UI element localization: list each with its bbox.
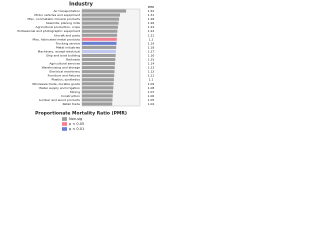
- category-label: Misc. nonmetallic mineral products: [27, 17, 80, 21]
- category-label: Sawmills, planing mills: [46, 21, 81, 25]
- bar: [82, 21, 119, 25]
- value-label: 1.21: [148, 33, 155, 37]
- bar: [82, 49, 116, 53]
- bar: [82, 45, 117, 49]
- category-label: Trucking service: [55, 41, 80, 45]
- category-label: Lumber and wood products: [39, 98, 80, 102]
- bar: [82, 70, 115, 74]
- value-label: 1.2: [149, 37, 154, 41]
- value-label: 1.07: [148, 90, 155, 94]
- category-label: Mining: [70, 90, 80, 94]
- category-label: Aircraft and parts: [54, 33, 81, 37]
- category-label: Electrical machinery: [49, 70, 80, 74]
- category-label: Furniture and fixtures: [48, 74, 81, 78]
- value-label: 1.12: [148, 70, 155, 74]
- value-label: 1.05: [148, 98, 155, 102]
- category-label: Construction: [61, 94, 80, 98]
- value-label: 1.19: [148, 41, 155, 45]
- bar: [82, 29, 118, 33]
- category-label: Air transportation: [53, 9, 80, 13]
- value-label: 1.15: [148, 58, 155, 62]
- category-label: Professional and photographic equipment: [17, 29, 81, 33]
- value-label: 1.52: [148, 9, 155, 13]
- bar: [82, 102, 113, 106]
- category-label: Railroads: [66, 58, 80, 62]
- bar: [82, 66, 115, 70]
- bar: [82, 90, 114, 94]
- value-label: 1.13: [148, 66, 155, 70]
- category-label: Warehousing and storage: [42, 66, 81, 70]
- bar: [82, 98, 113, 102]
- value-header: PMR: [148, 5, 154, 9]
- value-label: 1.04: [148, 102, 155, 106]
- value-label: 1.18: [148, 45, 155, 49]
- value-label: 1.06: [148, 94, 155, 98]
- category-label: Machinery, except electrical: [38, 49, 80, 53]
- category-label: Agricultural services: [49, 62, 80, 66]
- bar: [82, 17, 120, 21]
- value-label: 1.28: [148, 17, 155, 21]
- chart: Industry PMR Proportionate Mortality Rat…: [17, 2, 155, 132]
- bar: [82, 86, 114, 90]
- category-label: Misc. fabricated metal products: [33, 37, 81, 41]
- value-label: 1.22: [148, 29, 155, 33]
- value-label: 1.09: [148, 82, 155, 86]
- legend-swatch: [62, 122, 67, 126]
- bar: [82, 9, 127, 13]
- bar: [82, 33, 118, 37]
- value-label: 1.17: [148, 49, 155, 53]
- category-label: Wholesale trade, durable goods: [32, 82, 80, 86]
- bar: [82, 41, 117, 45]
- category-label: Agricultural production, crops: [36, 25, 81, 29]
- legend-swatch: [62, 127, 67, 131]
- plot-area: [81, 8, 141, 107]
- legend-label: Non-sig: [69, 117, 82, 121]
- value-label: 1.26: [148, 21, 155, 25]
- value-label: 1.1: [149, 78, 154, 82]
- legend-label: p < 0.05: [69, 122, 84, 126]
- value-label: 1.31: [148, 13, 155, 17]
- value-label: 1.08: [148, 86, 155, 90]
- category-label: Metal industries: [56, 45, 80, 49]
- page: {"chart_data": {"type": "bar", "orientat…: [0, 0, 162, 135]
- bar: [82, 37, 117, 41]
- bar: [82, 25, 118, 29]
- bar: [82, 57, 116, 62]
- value-label: 1.24: [148, 25, 155, 29]
- value-label: 1.14: [148, 62, 155, 66]
- category-label: Motor vehicles and equipment: [34, 13, 80, 17]
- value-label: 1.11: [148, 74, 155, 78]
- category-label: Ship and boat building: [46, 53, 80, 57]
- bar: [82, 13, 120, 17]
- bar: [82, 62, 116, 66]
- category-label: Retail trade: [63, 102, 81, 106]
- x-axis-label: Proportionate Mortality Ratio (PMR): [35, 111, 127, 117]
- category-label: Plastics, synthetics: [51, 78, 80, 82]
- value-label: 1.16: [148, 53, 155, 57]
- legend-swatch: [62, 117, 67, 121]
- bar: [82, 94, 113, 98]
- bar: [82, 53, 116, 58]
- bar: [82, 74, 115, 78]
- chart-title: Industry: [69, 2, 93, 8]
- bar: [82, 78, 114, 82]
- bar: [82, 82, 114, 86]
- category-label: Water supply and irrigation: [39, 86, 80, 90]
- legend-label: p < 0.01: [69, 127, 84, 131]
